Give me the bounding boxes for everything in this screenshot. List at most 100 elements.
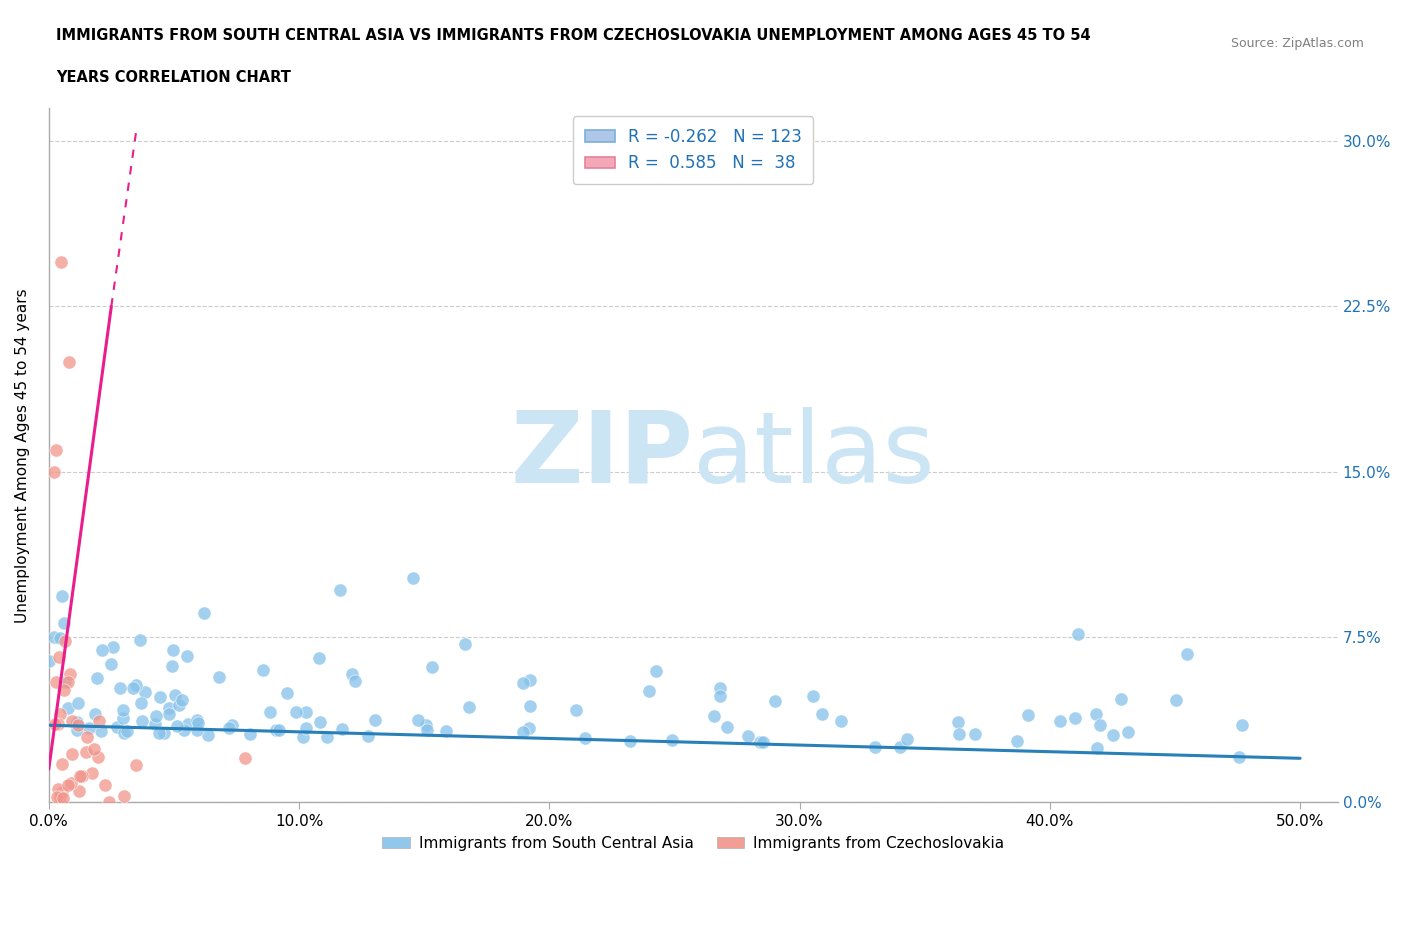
Point bbox=[59, 667, 82, 682]
Point bbox=[1090, 718, 1112, 733]
Point bbox=[157, 700, 180, 715]
Point bbox=[69, 768, 91, 783]
Point bbox=[51, 589, 73, 604]
Point bbox=[574, 730, 596, 745]
Point bbox=[811, 706, 834, 721]
Point bbox=[645, 663, 668, 678]
Point bbox=[1005, 734, 1028, 749]
Point bbox=[38, 653, 60, 668]
Point bbox=[751, 735, 773, 750]
Point bbox=[173, 723, 195, 737]
Point bbox=[266, 722, 288, 737]
Point bbox=[48, 650, 70, 665]
Point bbox=[1227, 750, 1250, 764]
Point bbox=[112, 725, 135, 740]
Point bbox=[105, 720, 128, 735]
Point bbox=[197, 727, 219, 742]
Point bbox=[159, 707, 181, 722]
Point bbox=[402, 570, 425, 585]
Point bbox=[110, 681, 132, 696]
Point bbox=[1049, 714, 1071, 729]
Legend: Immigrants from South Central Asia, Immigrants from Czechoslovakia: Immigrants from South Central Asia, Immi… bbox=[375, 830, 1011, 857]
Point bbox=[716, 720, 738, 735]
Point bbox=[703, 709, 725, 724]
Point bbox=[1085, 706, 1108, 721]
Point bbox=[166, 719, 188, 734]
Point bbox=[46, 790, 69, 804]
Point bbox=[1230, 718, 1253, 733]
Text: atlas: atlas bbox=[693, 406, 935, 504]
Point bbox=[619, 734, 641, 749]
Point bbox=[51, 756, 73, 771]
Point bbox=[763, 693, 786, 708]
Point bbox=[48, 790, 70, 804]
Point bbox=[51, 255, 73, 270]
Point bbox=[889, 739, 911, 754]
Point bbox=[75, 745, 97, 760]
Point bbox=[308, 650, 330, 665]
Point bbox=[519, 698, 541, 713]
Point bbox=[416, 723, 439, 737]
Point bbox=[56, 700, 79, 715]
Point bbox=[638, 683, 661, 698]
Point bbox=[83, 707, 105, 722]
Point bbox=[87, 750, 110, 764]
Point bbox=[131, 713, 153, 728]
Point bbox=[749, 735, 772, 750]
Point bbox=[125, 758, 148, 773]
Point bbox=[801, 688, 824, 703]
Point bbox=[709, 688, 731, 703]
Point bbox=[1085, 740, 1108, 755]
Point bbox=[51, 785, 73, 800]
Point bbox=[58, 354, 80, 369]
Point bbox=[948, 726, 970, 741]
Point bbox=[90, 724, 112, 739]
Point bbox=[1017, 708, 1039, 723]
Point bbox=[52, 616, 75, 631]
Point bbox=[454, 637, 477, 652]
Point bbox=[134, 684, 156, 699]
Point bbox=[896, 732, 918, 747]
Point bbox=[67, 695, 90, 710]
Point bbox=[145, 709, 167, 724]
Point bbox=[45, 674, 67, 689]
Point bbox=[340, 667, 363, 682]
Point bbox=[162, 643, 184, 658]
Point bbox=[406, 712, 429, 727]
Point bbox=[170, 693, 193, 708]
Point bbox=[48, 631, 70, 645]
Point bbox=[66, 714, 89, 729]
Point bbox=[76, 729, 98, 744]
Point bbox=[1175, 646, 1198, 661]
Point bbox=[186, 715, 208, 730]
Point bbox=[129, 633, 152, 648]
Point bbox=[98, 795, 121, 810]
Point bbox=[52, 790, 75, 805]
Point bbox=[160, 659, 183, 674]
Y-axis label: Unemployment Among Ages 45 to 54 years: Unemployment Among Ages 45 to 54 years bbox=[15, 288, 30, 622]
Point bbox=[70, 769, 93, 784]
Point bbox=[661, 732, 683, 747]
Point bbox=[56, 674, 79, 689]
Point bbox=[963, 726, 986, 741]
Point bbox=[86, 671, 108, 685]
Point bbox=[148, 725, 170, 740]
Point bbox=[233, 751, 256, 765]
Point bbox=[186, 713, 208, 728]
Point bbox=[517, 720, 540, 735]
Point bbox=[1101, 727, 1123, 742]
Point bbox=[186, 723, 208, 737]
Point bbox=[46, 716, 69, 731]
Point bbox=[434, 724, 457, 738]
Point bbox=[131, 696, 153, 711]
Point bbox=[67, 784, 90, 799]
Point bbox=[415, 717, 437, 732]
Point bbox=[285, 705, 308, 720]
Point bbox=[343, 673, 366, 688]
Point bbox=[125, 678, 148, 693]
Point bbox=[60, 713, 83, 728]
Point bbox=[100, 657, 122, 671]
Point bbox=[239, 726, 262, 741]
Point bbox=[252, 662, 274, 677]
Point bbox=[53, 633, 76, 648]
